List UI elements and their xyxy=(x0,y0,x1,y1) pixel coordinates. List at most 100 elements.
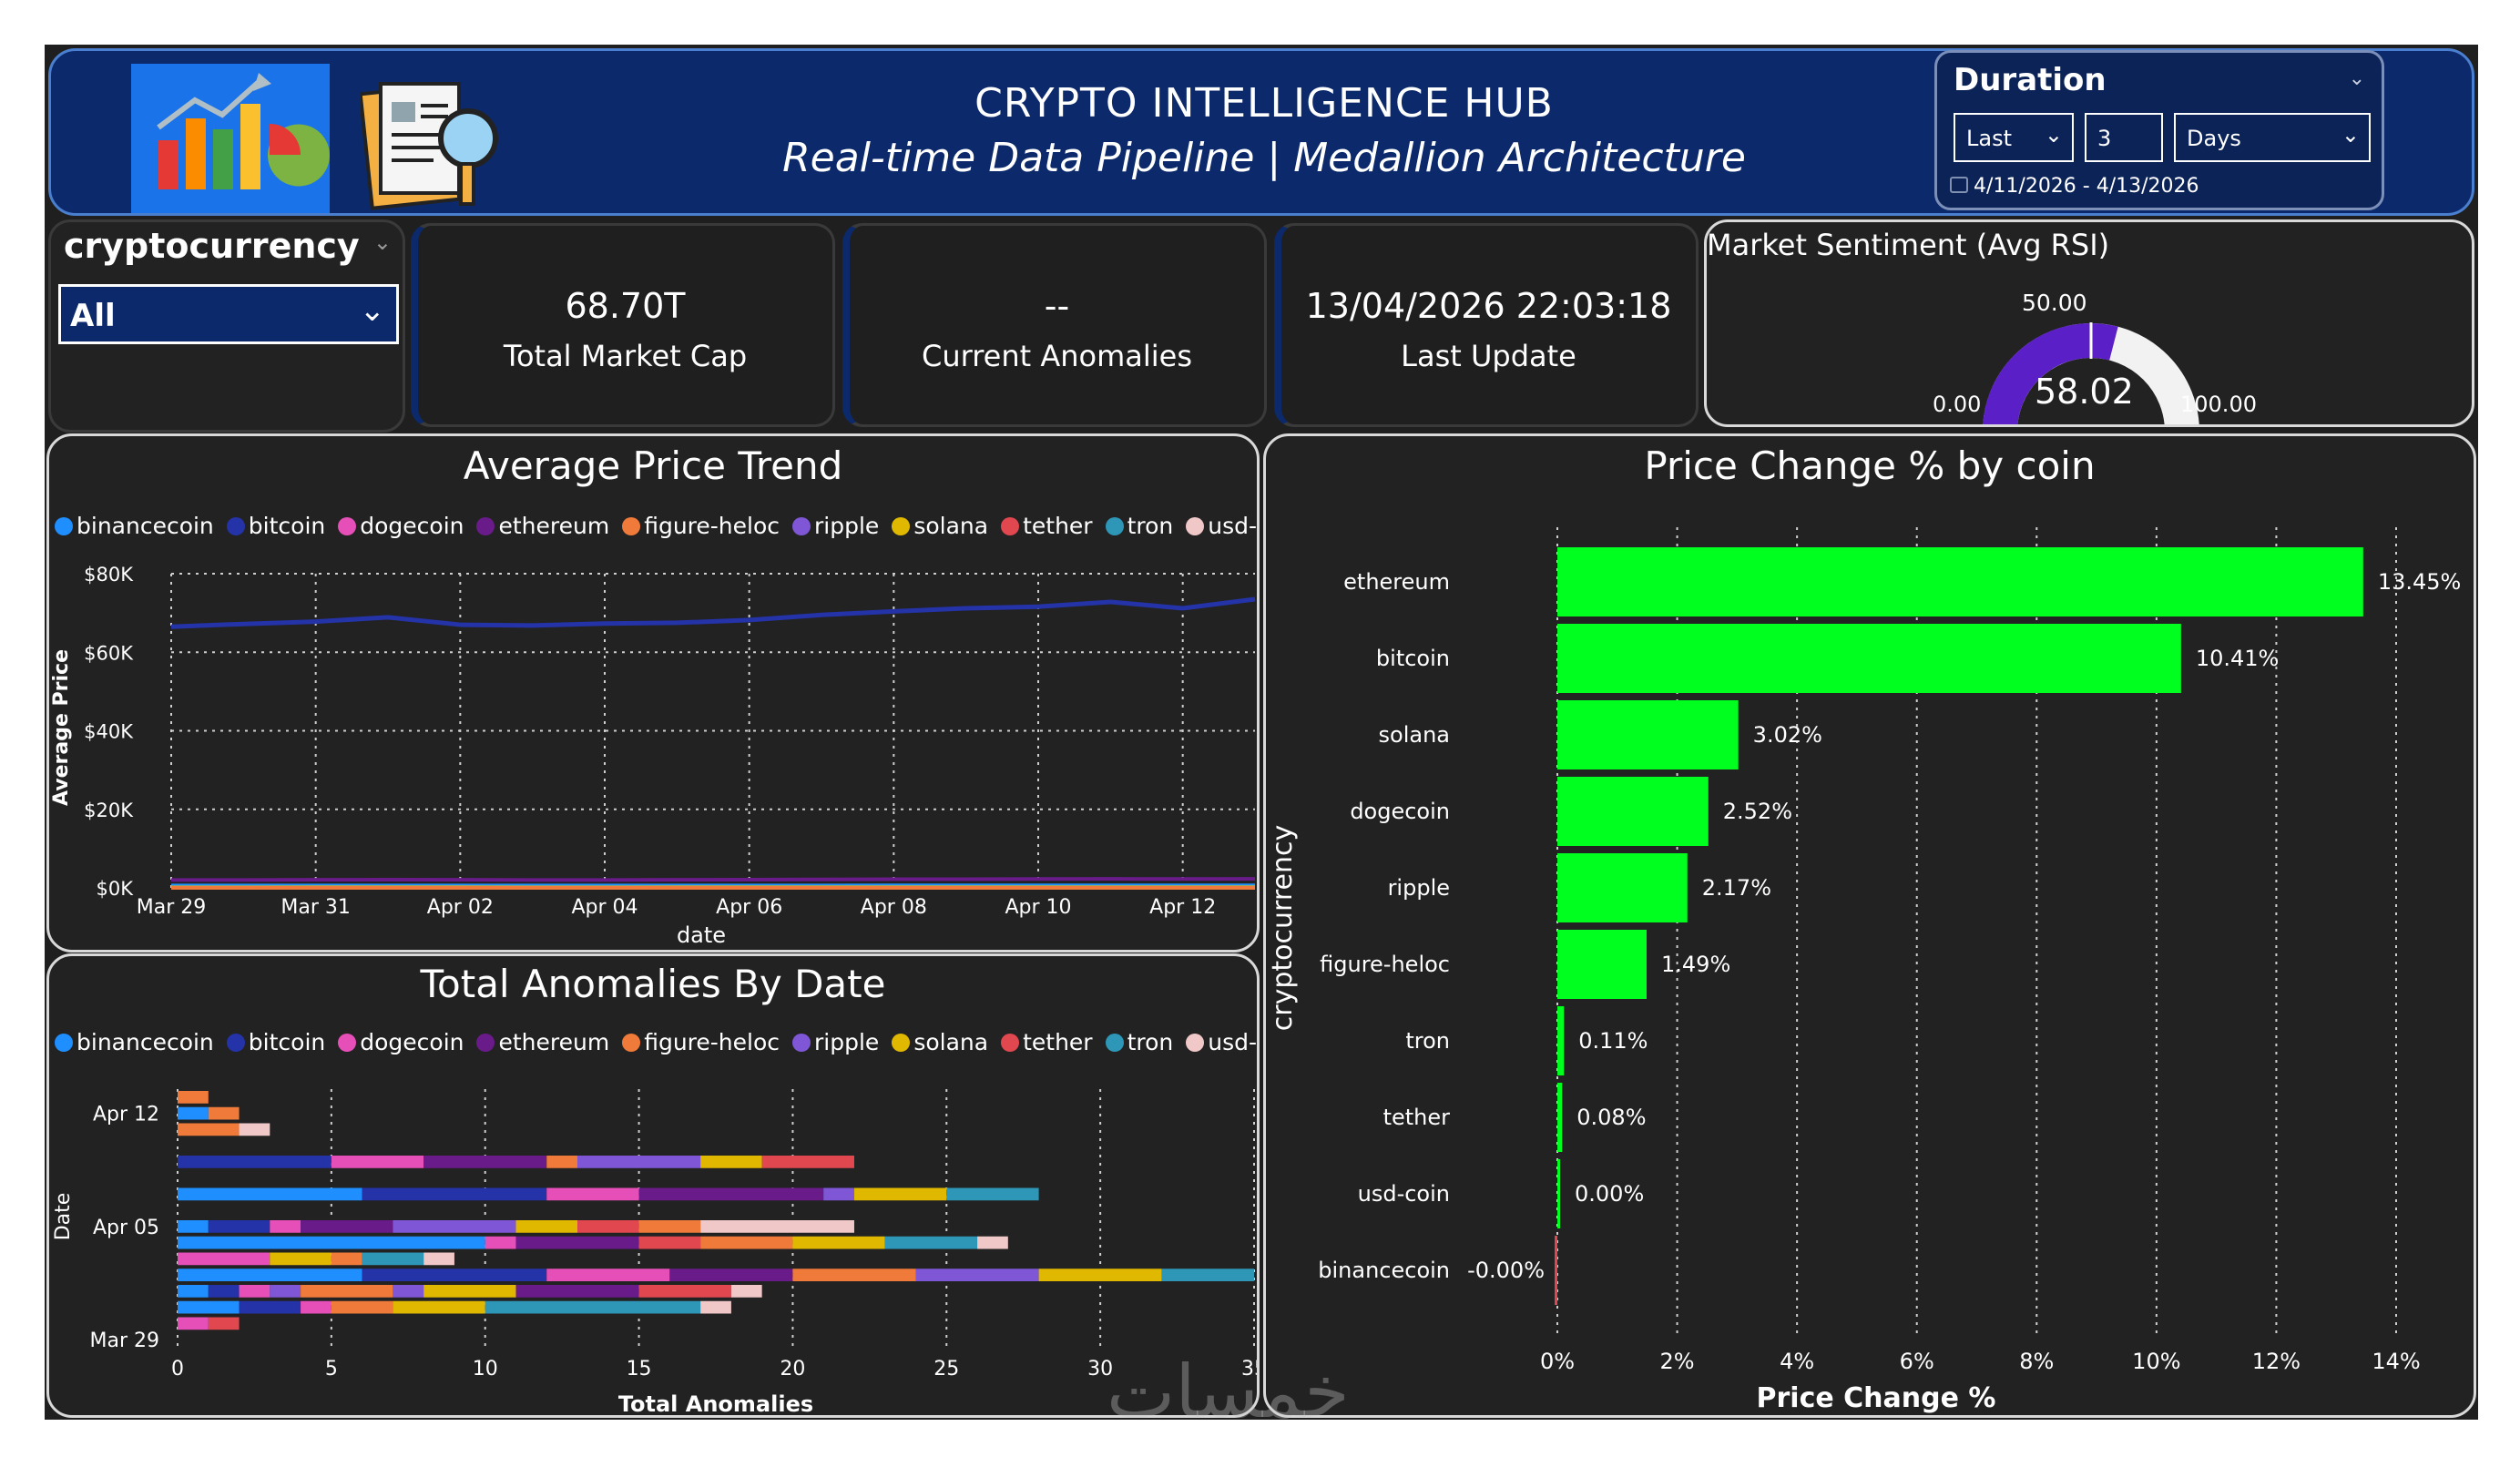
anomaly-bar-segment[interactable] xyxy=(393,1300,485,1314)
anomaly-bar-segment[interactable] xyxy=(515,1236,639,1249)
legend-item-binancecoin[interactable]: binancecoin xyxy=(55,513,214,539)
bar-usd-coin[interactable] xyxy=(1557,1159,1560,1228)
anomaly-bar-segment[interactable] xyxy=(208,1285,240,1298)
duration-unit-select[interactable]: Days ⌄ xyxy=(2174,113,2371,162)
anomaly-bar-segment[interactable] xyxy=(638,1187,824,1201)
anomaly-bar-segment[interactable] xyxy=(301,1220,393,1233)
bar-ethereum[interactable] xyxy=(1557,547,2363,616)
legend-item-bitcoin[interactable]: bitcoin xyxy=(226,1029,325,1055)
legend-item-tron[interactable]: tron xyxy=(1105,513,1173,539)
anomaly-bar-segment[interactable] xyxy=(485,1300,701,1314)
anomaly-bar-segment[interactable] xyxy=(178,1123,240,1136)
anomaly-bar-segment[interactable] xyxy=(515,1220,578,1233)
legend-item-solana[interactable]: solana xyxy=(892,513,988,539)
cryptocurrency-select[interactable]: All ⌄ xyxy=(58,284,399,344)
anomaly-bar-segment[interactable] xyxy=(270,1285,301,1298)
anomaly-bar-segment[interactable] xyxy=(178,1317,209,1330)
anomaly-bar-segment[interactable] xyxy=(423,1285,516,1298)
anomaly-bar-segment[interactable] xyxy=(208,1220,270,1233)
anomaly-bar-segment[interactable] xyxy=(546,1156,578,1168)
anomaly-bar-segment[interactable] xyxy=(669,1269,793,1281)
anomaly-bar-segment[interactable] xyxy=(393,1220,516,1233)
bar-tether[interactable] xyxy=(1557,1083,1563,1152)
anomaly-bar-segment[interactable] xyxy=(853,1187,947,1201)
anomaly-bar-segment[interactable] xyxy=(485,1236,516,1249)
anomaly-bar-segment[interactable] xyxy=(208,1106,240,1120)
legend-item-dogecoin[interactable]: dogecoin xyxy=(338,1029,464,1055)
legend-item-ripple[interactable]: ripple xyxy=(792,513,879,539)
anomaly-bar-segment[interactable] xyxy=(239,1300,301,1314)
anomaly-bar-segment[interactable] xyxy=(208,1317,240,1330)
anomaly-bar-segment[interactable] xyxy=(331,1252,362,1266)
anomaly-bar-segment[interactable] xyxy=(546,1269,670,1281)
anomaly-bar-segment[interactable] xyxy=(393,1285,424,1298)
legend-item-dogecoin[interactable]: dogecoin xyxy=(338,513,464,539)
legend-item-figure-heloc[interactable]: figure-heloc xyxy=(622,1029,780,1055)
anomaly-bar-segment[interactable] xyxy=(331,1300,393,1314)
legend-item-ethereum[interactable]: ethereum xyxy=(476,1029,609,1055)
anomaly-bar-segment[interactable] xyxy=(638,1236,701,1249)
anomaly-bar-segment[interactable] xyxy=(823,1187,854,1201)
anomaly-bar-segment[interactable] xyxy=(730,1285,762,1298)
series-line-bitcoin[interactable] xyxy=(170,596,1256,629)
anomaly-bar-segment[interactable] xyxy=(915,1269,1039,1281)
legend-item-solana[interactable]: solana xyxy=(892,1029,988,1055)
anomaly-bar-segment[interactable] xyxy=(792,1236,885,1249)
legend-item-tron[interactable]: tron xyxy=(1105,1029,1173,1055)
bar-figure-heloc[interactable] xyxy=(1557,930,1648,999)
anomaly-bar-segment[interactable] xyxy=(362,1187,547,1201)
legend-item-tether[interactable]: tether xyxy=(1001,1029,1093,1055)
legend-item-ethereum[interactable]: ethereum xyxy=(476,513,609,539)
anomaly-bar-segment[interactable] xyxy=(638,1285,731,1298)
anomaly-bar-segment[interactable] xyxy=(792,1269,916,1281)
anomaly-bar-segment[interactable] xyxy=(423,1252,454,1266)
anomaly-bar-segment[interactable] xyxy=(977,1236,1008,1249)
anomaly-bar-segment[interactable] xyxy=(178,1156,332,1168)
anomaly-bar-segment[interactable] xyxy=(178,1220,209,1233)
anomaly-bar-segment[interactable] xyxy=(239,1123,270,1136)
anomaly-bar-segment[interactable] xyxy=(239,1285,270,1298)
anomaly-bar-segment[interactable] xyxy=(700,1220,854,1233)
anomaly-bar-segment[interactable] xyxy=(638,1220,701,1233)
anomaly-bar-segment[interactable] xyxy=(178,1236,485,1249)
legend-item-ripple[interactable]: ripple xyxy=(792,1029,879,1055)
anomaly-bar-segment[interactable] xyxy=(884,1236,978,1249)
anomaly-bar-segment[interactable] xyxy=(178,1106,209,1120)
anomaly-bar-segment[interactable] xyxy=(761,1156,854,1168)
anomaly-bar-segment[interactable] xyxy=(946,1187,1039,1201)
anomaly-bar-segment[interactable] xyxy=(577,1220,639,1233)
anomaly-bar-segment[interactable] xyxy=(178,1252,270,1266)
anomaly-bar-segment[interactable] xyxy=(178,1091,209,1104)
bar-solana[interactable] xyxy=(1557,700,1739,769)
bar-dogecoin[interactable] xyxy=(1557,777,1709,846)
anomaly-bar-segment[interactable] xyxy=(1161,1269,1254,1281)
anomaly-bar-segment[interactable] xyxy=(1038,1269,1162,1281)
legend-item-bitcoin[interactable]: bitcoin xyxy=(226,513,325,539)
anomaly-bar-segment[interactable] xyxy=(301,1300,332,1314)
anomaly-bar-segment[interactable] xyxy=(178,1300,240,1314)
anomaly-bar-segment[interactable] xyxy=(178,1285,209,1298)
chevron-down-icon[interactable]: ⌄ xyxy=(372,229,392,255)
anomaly-bar-segment[interactable] xyxy=(700,1156,762,1168)
legend-item-binancecoin[interactable]: binancecoin xyxy=(55,1029,214,1055)
duration-mode-select[interactable]: Last ⌄ xyxy=(1954,113,2074,162)
anomaly-bar-segment[interactable] xyxy=(577,1156,701,1168)
legend-item-tether[interactable]: tether xyxy=(1001,513,1093,539)
duration-count-input[interactable]: 3 xyxy=(2085,113,2163,162)
legend-item-figure-heloc[interactable]: figure-heloc xyxy=(622,513,780,539)
bar-tron[interactable] xyxy=(1557,1006,1565,1075)
anomaly-bar-segment[interactable] xyxy=(362,1269,547,1281)
anomaly-bar-segment[interactable] xyxy=(178,1187,362,1201)
bar-bitcoin[interactable] xyxy=(1557,624,2181,693)
legend-item-usd-coin[interactable]: usd-coin xyxy=(1186,513,1257,539)
anomaly-bar-segment[interactable] xyxy=(423,1156,547,1168)
anomaly-bar-segment[interactable] xyxy=(362,1252,424,1266)
anomaly-bar-segment[interactable] xyxy=(515,1285,639,1298)
series-line-ethereum[interactable] xyxy=(171,877,1256,882)
anomaly-bar-segment[interactable] xyxy=(546,1187,639,1201)
anomaly-bar-segment[interactable] xyxy=(301,1285,393,1298)
chevron-down-icon[interactable]: ⌄ xyxy=(2348,67,2365,90)
anomaly-bar-segment[interactable] xyxy=(700,1236,793,1249)
bar-ripple[interactable] xyxy=(1557,853,1688,922)
anomaly-bar-segment[interactable] xyxy=(700,1300,731,1314)
